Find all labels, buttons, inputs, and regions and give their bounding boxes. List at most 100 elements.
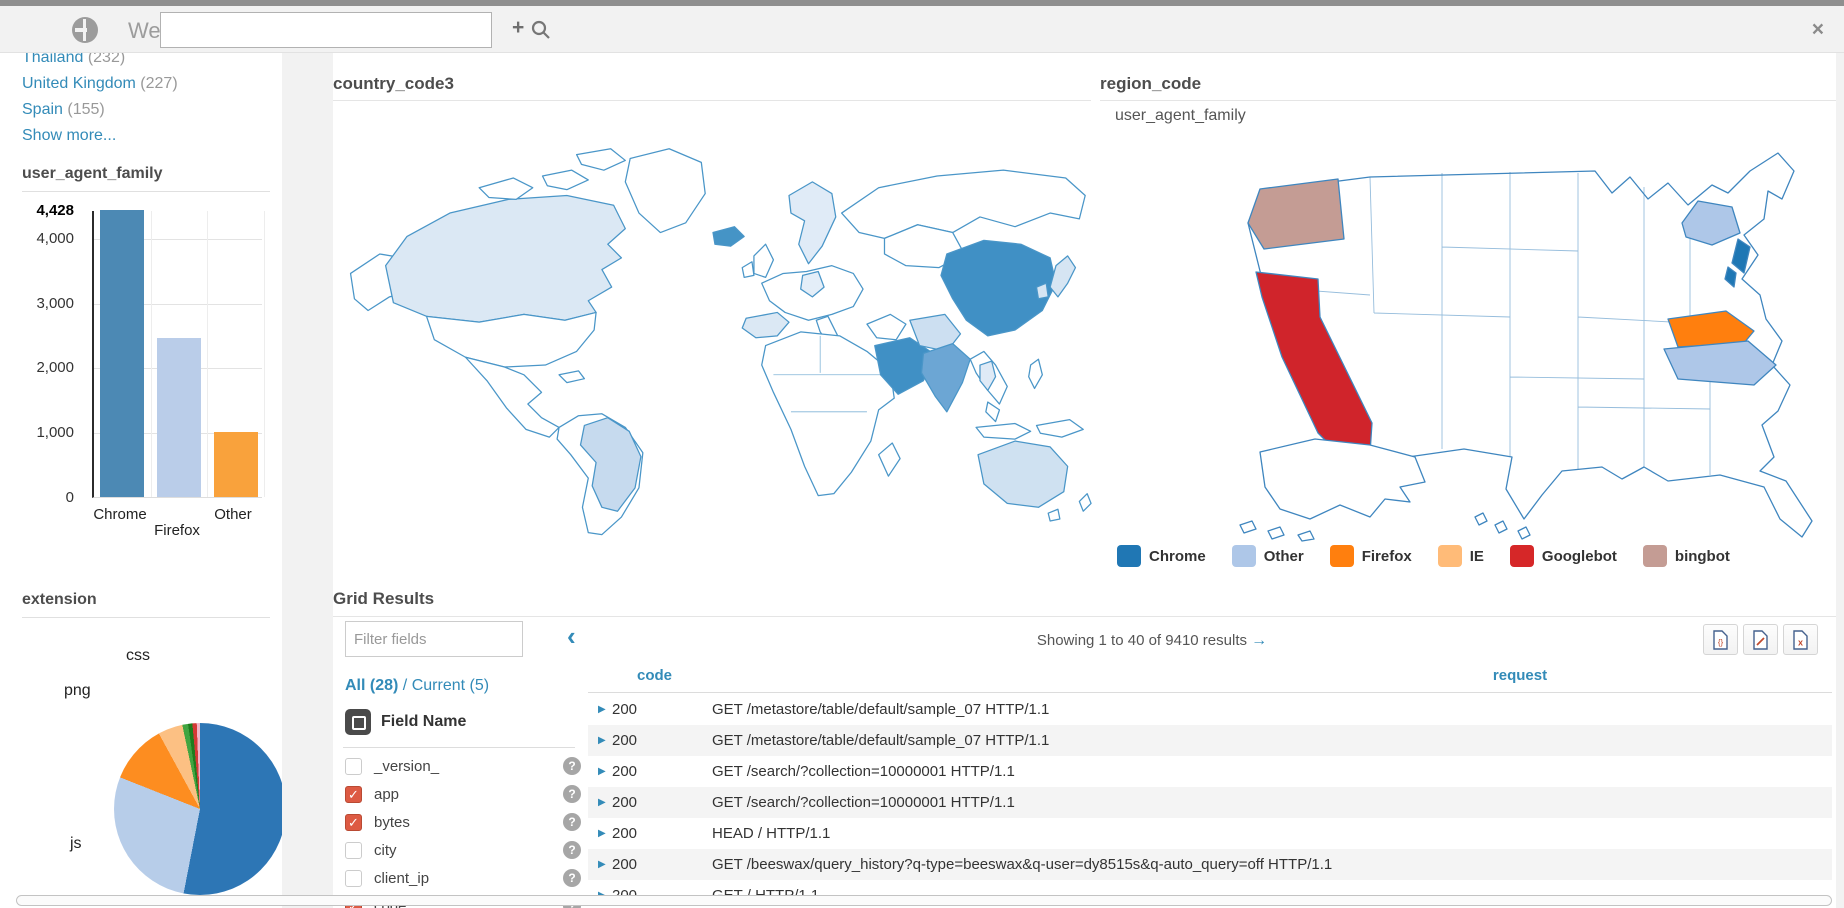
legend-swatch <box>1437 545 1462 567</box>
cell-request: HEAD / HTTP/1.1 <box>712 825 831 842</box>
dashboard-main: country_code3 region_code user_agent_fam… <box>333 53 1836 908</box>
region-washington <box>1247 178 1345 250</box>
field-row[interactable]: client_ip ? <box>343 864 589 892</box>
cell-request: GET /metastore/table/default/sample_07 H… <box>712 701 1050 718</box>
help-icon[interactable]: ? <box>563 757 581 775</box>
expand-row-icon[interactable]: ▶ <box>598 797 606 808</box>
us-map-title: region_code <box>1100 74 1202 93</box>
map-legend: Chrome Other Firefox IE Googlebot bingbo… <box>1117 545 1730 567</box>
select-all-checkbox[interactable] <box>345 709 371 735</box>
pie-label-js: js <box>70 835 82 852</box>
field-row[interactable]: ✓ app ? <box>343 780 589 808</box>
cell-request: GET /metastore/table/default/sample_07 H… <box>712 732 1050 749</box>
table-row[interactable]: ▶ 200 GET /beeswax/query_history?q-type=… <box>588 849 1832 880</box>
current-fields-link[interactable]: Current (5) <box>411 677 490 694</box>
legend-swatch <box>1117 545 1141 567</box>
table-row[interactable]: ▶ 200 GET /search/?collection=10000001 H… <box>588 756 1832 787</box>
legend-swatch <box>1642 545 1667 567</box>
facet-item[interactable]: United Kingdom (227) <box>22 71 282 97</box>
facet-link[interactable]: Thailand <box>22 53 84 66</box>
cell-code: 200 <box>612 794 638 811</box>
column-header-code[interactable]: code <box>637 667 673 684</box>
legend-item: Firefox <box>1329 545 1412 567</box>
table-row[interactable]: ▶ 200 GET /metastore/table/default/sampl… <box>588 694 1832 725</box>
pie-label-css: css <box>126 647 150 664</box>
grid-results-title: Grid Results <box>333 589 435 608</box>
field-checkbox[interactable]: ✓ <box>345 813 362 831</box>
facet-link[interactable]: Spain <box>22 101 63 118</box>
field-checkbox[interactable] <box>345 841 362 859</box>
region-spain <box>741 311 790 339</box>
search-icon[interactable] <box>530 19 552 41</box>
cell-request: GET /beeswax/query_history?q-type=beeswa… <box>712 856 1333 873</box>
download-csv-button[interactable] <box>1743 624 1778 655</box>
world-choropleth-map[interactable] <box>333 118 1093 540</box>
hue-logo-icon[interactable] <box>70 15 100 45</box>
filter-fields-input[interactable] <box>345 621 523 657</box>
bar-other[interactable] <box>214 432 258 497</box>
close-icon[interactable]: × <box>1811 18 1824 41</box>
legend-item: Googlebot <box>1509 545 1617 567</box>
field-label: bytes <box>374 813 410 831</box>
next-page-icon[interactable]: → <box>1251 632 1268 649</box>
search-input[interactable] <box>160 12 492 48</box>
field-checkbox[interactable] <box>345 757 362 775</box>
results-table-area: Showing 1 to 40 of 9410 results → {} x <box>588 619 1836 908</box>
add-widget-icon[interactable]: + <box>512 16 525 39</box>
facet-item[interactable]: Thailand (232) <box>22 53 282 71</box>
facet-link[interactable]: United Kingdom <box>22 75 136 92</box>
help-icon[interactable]: ? <box>563 869 581 887</box>
legend-swatch <box>1329 545 1354 567</box>
expand-row-icon[interactable]: ▶ <box>598 704 606 715</box>
field-row[interactable]: _version_ ? <box>343 752 589 780</box>
layout-gutter <box>1836 53 1844 908</box>
table-row[interactable]: ▶ 200 GET /metastore/table/default/sampl… <box>588 725 1832 756</box>
region-sweden <box>788 181 837 265</box>
world-map-title: country_code3 <box>333 74 454 93</box>
user-agent-bar-chart[interactable] <box>92 210 265 498</box>
region-delaware <box>1724 266 1737 288</box>
field-checkbox[interactable] <box>345 869 362 887</box>
table-row[interactable]: ▶ 200 HEAD / HTTP/1.1 <box>588 818 1832 849</box>
bar-x-label: Chrome <box>93 506 147 523</box>
region-virginia <box>1667 310 1755 348</box>
download-xls-button[interactable]: x <box>1783 624 1818 655</box>
expand-row-icon[interactable]: ▶ <box>598 735 606 746</box>
column-header-request[interactable]: request <box>1492 667 1548 684</box>
collapse-panel-icon[interactable]: ‹ <box>567 621 576 651</box>
extension-pie-chart[interactable] <box>114 723 282 895</box>
legend-item: bingbot <box>1642 545 1730 567</box>
export-buttons: {} x <box>1703 624 1818 655</box>
facet-sidebar: Thailand (232) United Kingdom (227) Spai… <box>0 53 282 908</box>
field-name-header: Field Name <box>345 709 466 735</box>
region-canada <box>384 194 626 323</box>
table-row[interactable]: ▶ 200 GET /search/?collection=10000001 H… <box>588 787 1832 818</box>
field-row[interactable]: city ? <box>343 836 589 864</box>
help-icon[interactable]: ? <box>563 841 581 859</box>
expand-row-icon[interactable]: ▶ <box>598 766 606 777</box>
cell-code: 200 <box>612 701 638 718</box>
expand-row-icon[interactable]: ▶ <box>598 859 606 870</box>
pen-icon <box>1756 636 1765 646</box>
all-fields-link[interactable]: All (28) <box>345 677 399 694</box>
legend-item: IE <box>1437 545 1484 567</box>
facet-count: (232) <box>87 53 126 66</box>
show-more-link[interactable]: Show more... <box>22 127 117 144</box>
field-list: _version_ ? ✓ app ? ✓ bytes ? city ? cli… <box>343 752 589 908</box>
field-row[interactable]: ✓ bytes ? <box>343 808 589 836</box>
country-facet-list: Thailand (232) United Kingdom (227) Spai… <box>22 53 282 149</box>
map-outline <box>349 148 1092 536</box>
horizontal-scrollbar[interactable] <box>16 895 1832 906</box>
region-iceland <box>712 226 745 247</box>
expand-row-icon[interactable]: ▶ <box>598 828 606 839</box>
help-icon[interactable]: ? <box>563 813 581 831</box>
facet-count: (155) <box>67 101 105 118</box>
legend-item: Chrome <box>1117 545 1206 567</box>
download-json-button[interactable]: {} <box>1703 624 1738 655</box>
facet-item[interactable]: Spain (155) <box>22 97 282 123</box>
help-icon[interactable]: ? <box>563 785 581 803</box>
field-checkbox[interactable]: ✓ <box>345 785 362 803</box>
bar-chrome[interactable] <box>100 210 144 497</box>
us-choropleth-map[interactable] <box>1100 127 1840 542</box>
bar-firefox[interactable] <box>157 338 201 497</box>
